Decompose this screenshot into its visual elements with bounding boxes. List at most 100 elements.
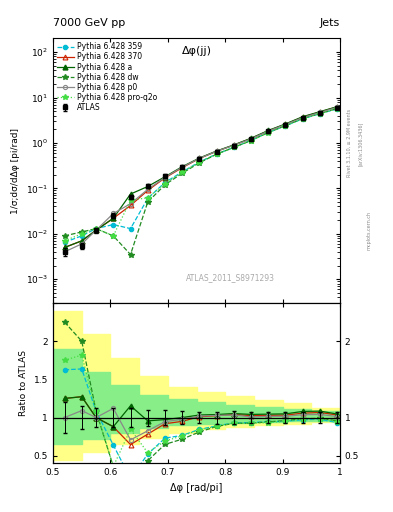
Pythia 6.428 370 — [180, 165, 184, 171]
Pythia 6.428 a — [266, 127, 271, 134]
Pythia 6.428 370 — [231, 142, 236, 148]
Line: Pythia 6.428 pro-q2o: Pythia 6.428 pro-q2o — [62, 106, 340, 244]
Pythia 6.428 a — [283, 121, 288, 127]
Pythia 6.428 359 — [128, 226, 133, 232]
Pythia 6.428 370 — [94, 227, 98, 233]
Pythia 6.428 pro-q2o — [163, 180, 167, 186]
Pythia 6.428 dw — [335, 105, 340, 112]
Pythia 6.428 370 — [335, 104, 340, 110]
Pythia 6.428 p0 — [335, 104, 340, 111]
Pythia 6.428 370 — [318, 109, 322, 115]
Pythia 6.428 p0 — [94, 227, 98, 233]
Pythia 6.428 a — [249, 135, 253, 141]
Pythia 6.428 dw — [79, 229, 84, 235]
Line: Pythia 6.428 370: Pythia 6.428 370 — [62, 104, 340, 250]
Pythia 6.428 370 — [163, 175, 167, 181]
Pythia 6.428 359 — [214, 151, 219, 157]
Text: Rivet 3.1.10, ≥ 2.9M events: Rivet 3.1.10, ≥ 2.9M events — [347, 109, 352, 178]
Pythia 6.428 a — [197, 155, 202, 161]
Pythia 6.428 359 — [94, 226, 98, 232]
Pythia 6.428 p0 — [300, 115, 305, 121]
Pythia 6.428 a — [318, 109, 322, 115]
Pythia 6.428 p0 — [214, 148, 219, 154]
Pythia 6.428 p0 — [197, 155, 202, 161]
Pythia 6.428 359 — [111, 222, 116, 228]
Line: Pythia 6.428 359: Pythia 6.428 359 — [62, 107, 339, 244]
Pythia 6.428 370 — [62, 244, 67, 250]
Y-axis label: Ratio to ATLAS: Ratio to ATLAS — [19, 350, 28, 416]
Pythia 6.428 p0 — [231, 142, 236, 148]
Text: [arXiv:1306.3436]: [arXiv:1306.3436] — [358, 121, 363, 165]
Pythia 6.428 370 — [111, 215, 116, 221]
Pythia 6.428 pro-q2o — [335, 105, 340, 112]
Text: 7000 GeV pp: 7000 GeV pp — [53, 18, 125, 28]
Pythia 6.428 p0 — [111, 210, 116, 217]
Pythia 6.428 pro-q2o — [180, 169, 184, 175]
Pythia 6.428 359 — [335, 106, 340, 112]
Pythia 6.428 359 — [318, 111, 322, 117]
Pythia 6.428 pro-q2o — [214, 151, 219, 157]
Pythia 6.428 p0 — [128, 201, 133, 207]
Pythia 6.428 a — [231, 142, 236, 148]
Pythia 6.428 pro-q2o — [266, 130, 271, 136]
Text: ATLAS_2011_S8971293: ATLAS_2011_S8971293 — [186, 273, 275, 282]
Pythia 6.428 dw — [94, 226, 98, 232]
Pythia 6.428 pro-q2o — [197, 159, 202, 165]
Pythia 6.428 pro-q2o — [249, 137, 253, 143]
Pythia 6.428 359 — [197, 159, 202, 165]
X-axis label: Δφ [rad/pi]: Δφ [rad/pi] — [170, 483, 223, 493]
Pythia 6.428 370 — [283, 121, 288, 127]
Pythia 6.428 pro-q2o — [79, 231, 84, 237]
Pythia 6.428 359 — [283, 123, 288, 129]
Line: Pythia 6.428 dw: Pythia 6.428 dw — [62, 105, 340, 258]
Pythia 6.428 p0 — [283, 121, 288, 127]
Pythia 6.428 p0 — [79, 241, 84, 247]
Pythia 6.428 a — [94, 227, 98, 233]
Pythia 6.428 a — [62, 244, 67, 250]
Pythia 6.428 a — [214, 148, 219, 154]
Pythia 6.428 a — [145, 183, 150, 189]
Pythia 6.428 359 — [231, 144, 236, 151]
Pythia 6.428 pro-q2o — [318, 111, 322, 117]
Pythia 6.428 p0 — [249, 136, 253, 142]
Pythia 6.428 dw — [180, 170, 184, 176]
Pythia 6.428 dw — [249, 137, 253, 143]
Pythia 6.428 dw — [145, 199, 150, 205]
Pythia 6.428 359 — [180, 169, 184, 175]
Pythia 6.428 a — [79, 238, 84, 244]
Pythia 6.428 pro-q2o — [128, 197, 133, 203]
Pythia 6.428 dw — [283, 122, 288, 129]
Pythia 6.428 pro-q2o — [231, 144, 236, 151]
Pythia 6.428 pro-q2o — [283, 123, 288, 129]
Pythia 6.428 359 — [249, 137, 253, 143]
Text: Δφ(jj): Δφ(jj) — [182, 47, 211, 56]
Pythia 6.428 dw — [62, 233, 67, 239]
Pythia 6.428 a — [180, 164, 184, 170]
Pythia 6.428 dw — [266, 130, 271, 136]
Pythia 6.428 dw — [231, 144, 236, 151]
Pythia 6.428 370 — [79, 238, 84, 244]
Pythia 6.428 p0 — [180, 164, 184, 170]
Pythia 6.428 dw — [197, 160, 202, 166]
Pythia 6.428 359 — [300, 116, 305, 122]
Pythia 6.428 370 — [266, 127, 271, 134]
Pythia 6.428 370 — [128, 202, 133, 208]
Pythia 6.428 370 — [197, 156, 202, 162]
Pythia 6.428 dw — [318, 111, 322, 117]
Pythia 6.428 370 — [249, 136, 253, 142]
Legend: Pythia 6.428 359, Pythia 6.428 370, Pythia 6.428 a, Pythia 6.428 dw, Pythia 6.42: Pythia 6.428 359, Pythia 6.428 370, Pyth… — [55, 40, 158, 114]
Pythia 6.428 359 — [62, 239, 67, 245]
Pythia 6.428 a — [163, 174, 167, 180]
Pythia 6.428 359 — [145, 196, 150, 202]
Pythia 6.428 dw — [300, 115, 305, 121]
Pythia 6.428 p0 — [318, 110, 322, 116]
Pythia 6.428 a — [128, 191, 133, 197]
Pythia 6.428 a — [335, 103, 340, 110]
Text: mcplots.cern.ch: mcplots.cern.ch — [367, 211, 372, 250]
Pythia 6.428 dw — [111, 233, 116, 239]
Pythia 6.428 pro-q2o — [111, 233, 116, 239]
Pythia 6.428 p0 — [163, 174, 167, 180]
Text: Jets: Jets — [320, 18, 340, 28]
Line: Pythia 6.428 a: Pythia 6.428 a — [62, 104, 340, 250]
Pythia 6.428 p0 — [62, 249, 67, 255]
